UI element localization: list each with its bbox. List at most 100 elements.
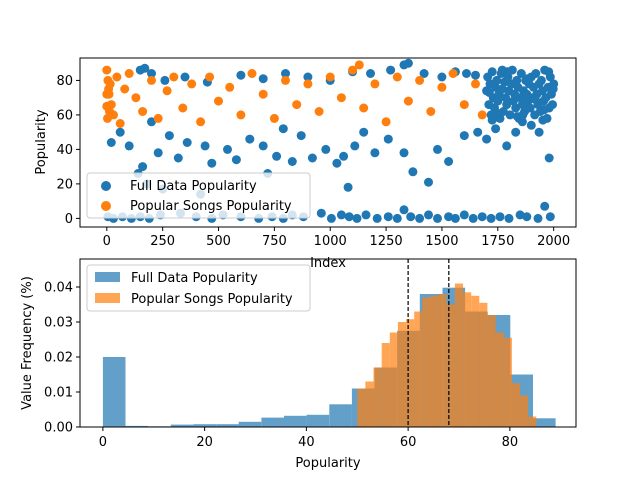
scatter-legend-box xyxy=(86,172,311,219)
scatter-point-full xyxy=(487,67,497,77)
scatter-point-popular xyxy=(258,89,268,99)
scatter-point-full xyxy=(518,110,528,120)
scatter-point-full xyxy=(548,84,558,94)
scatter-point-popular xyxy=(426,107,436,116)
scatter-point-full xyxy=(245,134,255,144)
scatter-axes-frame xyxy=(79,57,577,228)
hist-bar-popular xyxy=(414,311,423,427)
scatter-point-full xyxy=(281,69,290,78)
y-tick-label: 0.04 xyxy=(44,281,73,296)
scatter-point-full xyxy=(540,201,550,211)
scatter-point-full xyxy=(372,213,382,223)
scatter-point-full xyxy=(459,131,469,141)
hist-bar-full xyxy=(238,421,262,428)
scatter-point-popular xyxy=(314,107,324,116)
scatter-point-full xyxy=(153,148,163,158)
scatter-point-full xyxy=(545,212,555,222)
scatter-point-popular xyxy=(354,60,364,70)
scatter-point-full xyxy=(258,74,268,84)
hist-bar-popular xyxy=(495,332,504,427)
x-tick-label: 250 xyxy=(150,234,175,249)
scatter-point-full xyxy=(419,69,429,78)
hist-bar-popular xyxy=(365,381,374,427)
scatter-point-full xyxy=(511,103,521,113)
scatter-point-full xyxy=(336,210,346,220)
x-tick-label: 0 xyxy=(103,234,111,249)
scatter-point-full xyxy=(534,127,544,137)
scatter-point-popular xyxy=(103,113,112,123)
scatter-point-full xyxy=(361,210,371,220)
scatter-point-popular xyxy=(120,84,130,94)
scatter-point-full xyxy=(399,148,409,158)
hist-bar-popular xyxy=(397,322,406,427)
legend-patch-full xyxy=(95,272,120,282)
scatter-point-full xyxy=(106,138,116,147)
scatter-point-full xyxy=(160,75,170,85)
scatter-point-full xyxy=(343,182,353,192)
scatter-point-full xyxy=(544,67,554,77)
scatter-point-full xyxy=(522,74,532,84)
scatter-point-popular xyxy=(303,79,313,89)
legend-label-full: Full Data Popularity xyxy=(130,179,257,194)
scatter-point-popular xyxy=(162,86,172,96)
histogram-median-lines xyxy=(407,259,450,427)
scatter-point-full xyxy=(444,157,454,166)
y-tick-label: 0 xyxy=(65,212,73,227)
scatter-point-full xyxy=(307,153,317,163)
scatter-point-popular xyxy=(104,84,114,94)
x-tick-label: 60 xyxy=(400,435,417,450)
scatter-point-full xyxy=(515,93,525,103)
scatter-point-popular xyxy=(281,75,290,85)
scatter-point-popular xyxy=(415,75,425,85)
scatter-point-full xyxy=(339,151,349,161)
scatter-point-full xyxy=(424,177,433,187)
scatter-point-popular xyxy=(187,79,197,89)
legend-label-full-hist: Full Data Popularity xyxy=(131,271,258,286)
legend-marker-popular xyxy=(101,201,111,211)
scatter-point-full xyxy=(231,155,241,165)
y-tick-label: 40 xyxy=(56,143,73,158)
scatter-point-full xyxy=(512,75,522,85)
scatter-point-full xyxy=(486,213,496,223)
scatter-point-full xyxy=(548,100,557,110)
scatter-point-full xyxy=(497,65,507,75)
x-tick-label: 20 xyxy=(196,435,213,450)
scatter-point-full xyxy=(316,208,326,218)
scatter-point-full xyxy=(115,127,125,137)
scatter-point-full xyxy=(491,124,501,134)
scatter-point-full xyxy=(468,213,478,223)
scatter-point-full xyxy=(530,94,540,104)
histogram-legend-box xyxy=(86,264,311,312)
scatter-point-full xyxy=(501,93,511,103)
hist-bar-popular xyxy=(430,295,439,428)
scatter-point-full xyxy=(538,115,548,125)
hist-bar-popular xyxy=(463,292,472,428)
scatter-point-full xyxy=(303,72,313,82)
scatter-point-popular xyxy=(131,93,141,103)
scatter-x-ticks: 0 250 500 750 1000 1250 1500 1750 2000 xyxy=(103,227,570,249)
scatter-point-full xyxy=(444,212,454,222)
scatter-point-full xyxy=(359,127,369,137)
scatter-point-full xyxy=(459,210,469,220)
x-tick-label: 1750 xyxy=(481,234,514,249)
hist-bar-full xyxy=(306,414,330,428)
legend-label-popular: Popular Songs Popularity xyxy=(130,199,292,214)
scatter-point-full xyxy=(147,117,156,127)
scatter-point-popular xyxy=(477,110,487,120)
scatter-point-full xyxy=(326,213,336,223)
hist-bar-full xyxy=(533,418,556,428)
scatter-point-full xyxy=(272,151,282,161)
scatter-point-full xyxy=(164,131,174,141)
histogram-bars-popular xyxy=(357,283,537,428)
scatter-point-full xyxy=(484,88,494,97)
hist-bar-popular xyxy=(520,395,529,427)
scatter-point-full xyxy=(477,212,487,222)
y-tick-label: 20 xyxy=(56,177,73,192)
legend-label-popular-hist: Popular Songs Popularity xyxy=(131,292,293,307)
hist-bar-popular xyxy=(422,297,431,427)
scatter-point-full xyxy=(516,69,526,78)
scatter-point-full xyxy=(493,96,503,106)
hist-bar-popular xyxy=(471,295,480,428)
scatter-points xyxy=(102,58,559,223)
hist-bar-popular xyxy=(503,337,512,428)
